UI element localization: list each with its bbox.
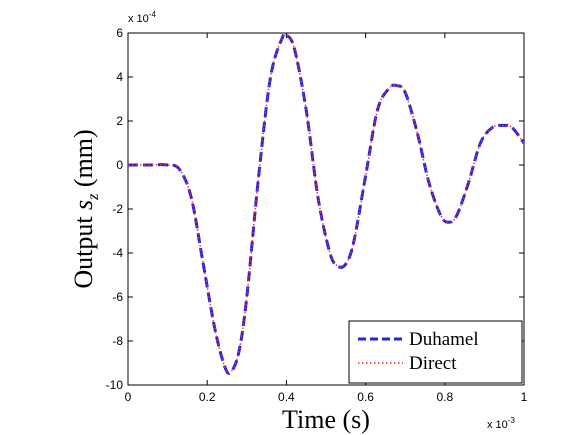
y-axis-symbol: s bbox=[69, 200, 98, 210]
y-axis-title: Output sz (mm) bbox=[69, 129, 102, 288]
x-exponent-label: x 10-3 bbox=[487, 416, 515, 431]
x-tick-label: 0.2 bbox=[199, 390, 216, 404]
x-tick-label: 0.8 bbox=[436, 390, 453, 404]
y-exponent-label: x 10-4 bbox=[128, 10, 156, 25]
legend-label-duhamel: Duhamel bbox=[409, 329, 479, 350]
legend: Duhamel Direct bbox=[348, 320, 523, 384]
y-tick-label: -4 bbox=[112, 246, 123, 260]
y-tick-label: 0 bbox=[116, 158, 123, 172]
y-tick-label: -10 bbox=[106, 378, 124, 392]
x-tick-label: 0 bbox=[125, 390, 132, 404]
x-exponent-power: -3 bbox=[508, 416, 516, 425]
x-tick-label: 0.4 bbox=[278, 390, 295, 404]
y-tick-label: -8 bbox=[112, 334, 123, 348]
y-tick-label: -2 bbox=[112, 202, 123, 216]
legend-box bbox=[348, 320, 523, 384]
y-axis-subscript: z bbox=[85, 193, 102, 201]
series-layer bbox=[128, 31, 526, 375]
y-exponent-power: -4 bbox=[149, 10, 157, 19]
axis-tick-labels: 0 0.2 0.4 0.6 0.8 1 -10 -8 -6 -4 -2 0 2 4 6 bbox=[106, 26, 528, 404]
x-axis-title: Time (s) bbox=[282, 405, 370, 434]
y-tick-label: 6 bbox=[116, 26, 123, 40]
y-tick-label: -6 bbox=[112, 290, 123, 304]
y-tick-label: 2 bbox=[116, 114, 123, 128]
x-tick-label: 0.6 bbox=[357, 390, 374, 404]
x-tick-label: 1 bbox=[521, 390, 528, 404]
legend-label-direct: Direct bbox=[409, 353, 457, 374]
y-tick-label: 4 bbox=[116, 70, 123, 84]
series-line-direct bbox=[128, 32, 525, 375]
